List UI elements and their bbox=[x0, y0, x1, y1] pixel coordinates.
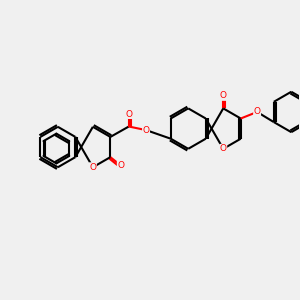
Text: O: O bbox=[220, 92, 227, 100]
Text: O: O bbox=[117, 161, 124, 170]
Text: O: O bbox=[220, 144, 227, 153]
Text: O: O bbox=[254, 107, 261, 116]
Text: O: O bbox=[89, 163, 96, 172]
Text: O: O bbox=[125, 110, 132, 118]
Text: O: O bbox=[142, 126, 149, 135]
